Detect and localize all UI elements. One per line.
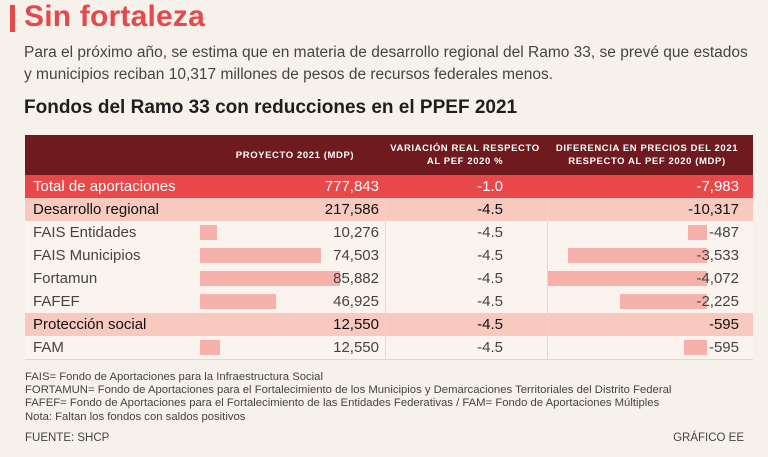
note-fafef-fam: FAFEF= Fondo de Aportaciones para el For…: [25, 397, 660, 410]
note-fortamun: FORTAMUN= Fondo de Aportaciones para el …: [25, 384, 672, 397]
title-accent-bar: [10, 5, 15, 32]
row-diferencia: -10,317: [688, 201, 739, 218]
proyecto-bar: [200, 225, 217, 240]
row-name: FAFEF: [33, 293, 80, 310]
row-variacion: -4.5: [477, 247, 503, 264]
row-variacion: -4.5: [477, 316, 503, 333]
column-divider: [385, 198, 386, 221]
notes: FAIS= Fondo de Aportaciones para la Infr…: [25, 371, 671, 424]
row-proyecto: 10,276: [333, 224, 379, 241]
row-name: Desarrollo regional: [33, 201, 159, 218]
column-divider: [547, 336, 548, 359]
row-variacion: -4.5: [477, 270, 503, 287]
row-proyecto: 46,925: [333, 293, 379, 310]
column-divider: [547, 244, 548, 267]
row-diferencia: -7,983: [696, 178, 739, 195]
proyecto-bar: [200, 340, 221, 355]
diferencia-bar: [619, 294, 707, 309]
column-divider: [385, 267, 386, 290]
row-diferencia: -4,072: [696, 270, 739, 287]
row-diferencia: -595: [708, 316, 739, 333]
table-row: FAIS Entidades 10,276 -4.5 -487: [25, 221, 753, 244]
row-proyecto: 777,843: [324, 178, 379, 195]
diferencia-bar: [568, 248, 707, 263]
note-fais: FAIS= Fondo de Aportaciones para la Infr…: [25, 371, 323, 383]
row-name: FAIS Entidades: [33, 224, 137, 241]
row-name: Total de aportaciones: [33, 178, 176, 195]
column-divider: [385, 221, 386, 244]
column-divider: [547, 198, 548, 221]
row-proyecto: 85,882: [333, 270, 379, 287]
credit: GRÁFICO EE: [673, 432, 744, 444]
column-divider: [547, 221, 548, 244]
row-proyecto: 12,550: [333, 316, 379, 333]
table-row: FAM 12,550 -4.5 -595: [25, 336, 753, 359]
row-diferencia: -2,225: [696, 293, 739, 310]
column-divider: [385, 336, 386, 359]
header-proyecto: Proyecto 2021 (mdp): [235, 149, 355, 161]
row-variacion: -4.5: [477, 201, 503, 218]
row-variacion: -4.5: [477, 339, 503, 356]
table-title: Fondos del Ramo 33 con reducciones en el…: [24, 97, 518, 118]
table-row: FAFEF 46,925 -4.5 -2,225: [25, 290, 753, 313]
row-variacion: -4.5: [477, 293, 503, 310]
subtitle: Para el próximo año, se estima que en ma…: [24, 44, 748, 83]
row-diferencia: -595: [708, 339, 739, 356]
row-diferencia: -487: [708, 224, 739, 241]
source: FUENTE: SHCP: [25, 432, 110, 444]
column-divider: [547, 267, 548, 290]
row-name: Fortamun: [33, 270, 98, 287]
diferencia-bar: [687, 225, 707, 240]
table-row-group: Protección social 12,550 -4.5 -595: [25, 313, 753, 336]
column-divider: [547, 313, 548, 336]
table-row: FAIS Municipios 74,503 -4.5 -3,533: [25, 244, 753, 267]
header-variacion: Variación real respecto al PEF 2020 %: [390, 143, 540, 167]
column-divider: [385, 244, 386, 267]
row-name: FAIS Municipios: [33, 247, 141, 264]
column-divider: [385, 313, 386, 336]
row-divider: [25, 359, 753, 360]
row-proyecto: 74,503: [333, 247, 379, 264]
diferencia-bar: [683, 340, 707, 355]
table-header: Proyecto 2021 (mdp) Variación real respe…: [25, 135, 753, 175]
column-divider: [547, 290, 548, 313]
row-diferencia: -3,533: [696, 247, 739, 264]
row-name: Protección social: [33, 316, 147, 333]
table-row: Fortamun 85,882 -4.5 -4,072: [25, 267, 753, 290]
diferencia-bar: [547, 271, 707, 286]
proyecto-bar: [200, 248, 322, 263]
table-row-group: Desarrollo regional 217,586 -4.5 -10,317: [25, 198, 753, 221]
page-title: Sin fortaleza: [24, 0, 205, 33]
proyecto-bar: [200, 294, 277, 309]
row-proyecto: 217,586: [324, 201, 379, 218]
column-divider: [385, 290, 386, 313]
table-row-total: Total de aportaciones 777,843 -1.0 -7,983: [25, 175, 753, 198]
note-missing-funds: Nota: Faltan los fondos con saldos posit…: [25, 410, 246, 423]
header-diferencia: Diferencia en precios del 2021 respecto …: [555, 143, 739, 167]
row-proyecto: 12,550: [333, 339, 379, 356]
proyecto-bar: [200, 271, 340, 286]
row-name: FAM: [33, 339, 64, 356]
row-variacion: -1.0: [477, 178, 503, 195]
row-variacion: -4.5: [477, 224, 503, 241]
